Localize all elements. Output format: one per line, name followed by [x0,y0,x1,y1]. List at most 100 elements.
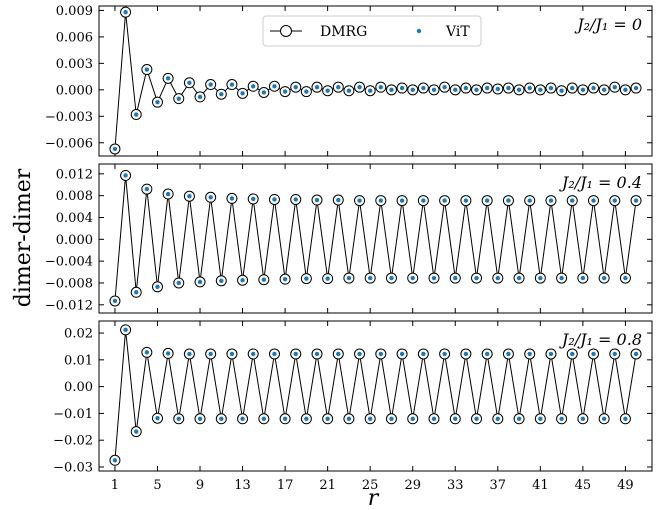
vit-point [293,84,298,90]
y-tick-label: 0.004 [56,211,93,226]
vit-point [336,84,341,90]
vit-point [187,194,192,199]
vit-point [453,416,458,421]
x-tick-label: 49 [617,478,634,493]
vit-point [548,198,554,203]
panel-annotation: J₂/J₁ = 0.8 [559,330,642,349]
vit-point [357,351,362,357]
vit-point [325,88,330,93]
vit-point [484,351,490,357]
vit-point [293,197,298,202]
vit-point [112,458,118,463]
legend-vit-marker [416,28,422,34]
vit-point [506,198,511,203]
vit-point [197,94,203,100]
vit-point [623,416,628,421]
vit-point [591,85,596,91]
y-tick-label: 0.006 [56,30,93,45]
vit-point [261,277,267,282]
vit-point [389,416,394,421]
vit-point [516,87,522,93]
vit-point [165,351,171,356]
vit-point [261,90,267,95]
y-tick-label: 0.003 [56,57,93,72]
vit-point [357,198,362,203]
legend-label-dmrg: DMRG [320,24,367,40]
vit-point [506,85,511,91]
y-tick-label: 0.000 [56,233,93,248]
vit-point [506,351,511,357]
vit-point [591,198,596,203]
vit-point [527,85,532,91]
panel-frame [98,5,653,157]
panel-3: −0.03 −0.02 −0.01 0.00 0.01 0.02 1 5 9 13 17 21 25 29… [53,320,653,493]
vit-point [463,85,469,91]
vit-point [229,82,235,87]
vit-point [229,196,235,201]
vit-point [346,88,352,93]
panel-2: −0.012 −0.008 −0.004 0.000 0.004 0.008 0.012 J₂… [45,163,653,314]
vit-point [240,416,245,421]
vit-point [155,284,160,290]
vit-point [548,85,554,91]
dmrg-series-line [114,175,637,302]
vit-point [208,351,213,357]
vit-point [453,275,458,281]
x-tick-label: 37 [490,478,507,493]
panel-frame [98,320,653,472]
vit-point [197,416,203,421]
y-tick-label: −0.02 [53,434,93,449]
vit-point [229,351,235,357]
vit-point [474,87,479,93]
y-tick-label: −0.006 [45,136,93,151]
vit-point [410,416,415,421]
vit-point [134,429,139,434]
x-axis-title: r [368,486,380,510]
vit-point [314,197,320,203]
vit-point [367,416,373,421]
vit-point [176,280,181,286]
vit-point [123,173,128,178]
vit-point [314,84,320,90]
vit-point [570,351,575,357]
panel-annotation: J₂/J₁ = 0 [574,15,642,34]
y-tick-label: 0.009 [56,4,93,19]
vit-point [282,276,288,282]
vit-point [474,275,479,281]
vit-point [367,88,373,93]
panel-annotation: J₂/J₁ = 0.4 [559,173,642,192]
vit-point [527,198,532,203]
y-tick-label: 0.01 [64,353,93,368]
vit-point [399,351,405,357]
vit-point [325,276,330,281]
vit-point [144,67,150,72]
vit-point [399,85,405,91]
vit-point [378,198,384,203]
vit-point [251,196,256,202]
vit-point [580,87,586,93]
vit-point [293,351,298,357]
vit-point [570,85,575,91]
legend-box [262,15,482,47]
vit-point [453,87,458,93]
vit-point [123,327,128,333]
vit-point [144,350,150,355]
vit-point [282,89,288,94]
vit-point [134,112,139,117]
vit-point [176,416,181,421]
vit-point [123,9,128,15]
vit-point [144,186,150,192]
y-axis-title: dimer-dimer [11,168,36,307]
y-tick-label: 0.000 [56,83,93,98]
vit-point [442,84,447,90]
vit-point [559,275,564,281]
vit-point [336,351,341,357]
x-tick-label: 17 [277,478,294,493]
vit-point [559,88,564,93]
y-tick-label: 0.012 [56,167,93,182]
y-tick-label: −0.01 [53,407,93,422]
vit-point [421,351,426,357]
vit-point [219,92,224,97]
